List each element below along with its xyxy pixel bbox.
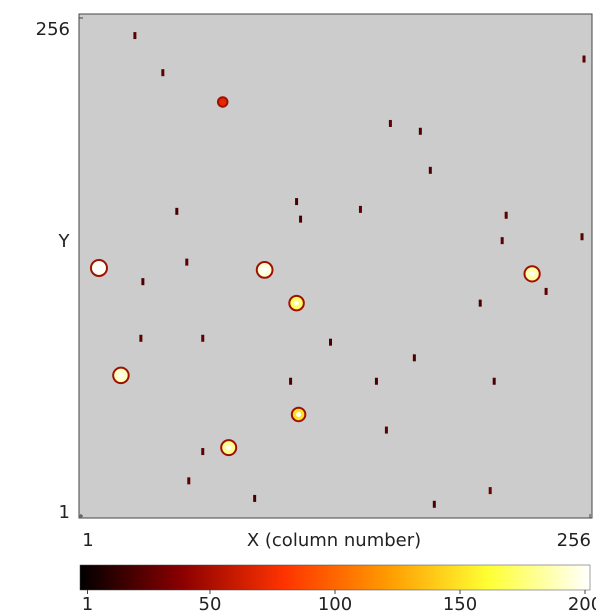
faint-feature <box>492 377 496 385</box>
bright-source <box>216 96 229 108</box>
faint-feature <box>358 205 362 213</box>
faint-feature <box>329 338 333 346</box>
faint-feature <box>504 211 508 219</box>
faint-feature <box>388 119 392 127</box>
faint-feature <box>161 69 165 77</box>
source-core <box>296 411 302 417</box>
faint-feature <box>384 426 388 434</box>
y-axis-label: Y <box>58 231 71 252</box>
source-core <box>96 265 102 271</box>
source-core <box>294 300 300 306</box>
faint-feature <box>141 278 145 286</box>
x-axis-label: X (column number) <box>247 530 421 551</box>
faint-feature <box>582 55 586 63</box>
source-core <box>118 372 124 378</box>
faint-feature <box>580 233 584 241</box>
colorbar-tick-label: 50 <box>199 594 222 614</box>
faint-feature <box>201 334 205 342</box>
faint-feature <box>295 198 299 206</box>
colorbar-tick-label: 200 <box>568 594 596 614</box>
source-core <box>262 267 268 273</box>
faint-feature <box>544 287 548 295</box>
y-tick-label: 256 <box>36 19 70 40</box>
plot-frame <box>78 13 593 519</box>
faint-feature <box>187 477 191 485</box>
faint-feature <box>201 448 205 456</box>
colorbar-tick-label: 150 <box>443 594 477 614</box>
faint-feature <box>133 32 137 40</box>
colorbar-tick-label: 1 <box>82 594 93 614</box>
x-tick-label: 256 <box>557 530 591 551</box>
x-tick-label: 1 <box>82 530 93 551</box>
image-background <box>79 14 592 518</box>
faint-feature <box>374 377 378 385</box>
faint-feature <box>478 299 482 307</box>
faint-feature <box>289 377 293 385</box>
y-tick-label: 1 <box>59 502 70 523</box>
faint-feature <box>139 334 143 342</box>
faint-feature <box>253 494 257 502</box>
faint-feature <box>432 500 436 508</box>
faint-feature <box>185 258 189 266</box>
faint-feature <box>299 215 303 223</box>
faint-feature <box>175 207 179 215</box>
faint-feature <box>500 237 504 245</box>
colorbar-tick-label: 100 <box>318 594 352 614</box>
faint-feature <box>418 127 422 135</box>
faint-feature <box>412 354 416 362</box>
faint-feature <box>488 487 492 495</box>
source-core <box>226 445 232 451</box>
source-core <box>529 271 535 277</box>
colorbar <box>79 564 591 591</box>
faint-feature <box>428 166 432 174</box>
